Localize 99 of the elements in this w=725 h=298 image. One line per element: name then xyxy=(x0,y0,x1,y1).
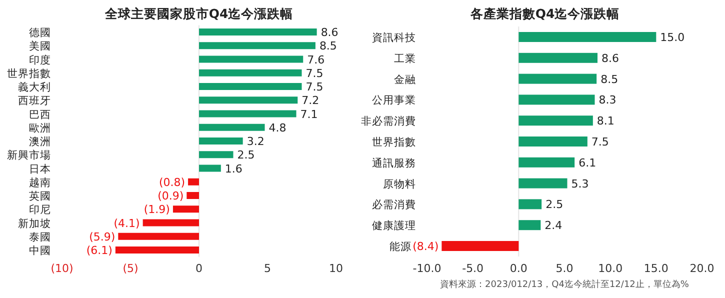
bar xyxy=(199,138,243,144)
y-tick-label: 公用事業 xyxy=(372,94,416,107)
y-tick-label: 美國 xyxy=(29,40,51,53)
y-tick-label: 新加坡 xyxy=(18,216,51,230)
bar xyxy=(518,94,595,105)
x-tick-label: 0.0 xyxy=(510,262,528,275)
bar xyxy=(199,69,302,76)
bar xyxy=(188,178,199,186)
bar xyxy=(442,241,519,251)
y-tick-label: 能源 xyxy=(390,240,412,253)
y-tick-label: 必需消費 xyxy=(372,198,416,212)
data-label: 7.5 xyxy=(306,66,324,80)
data-label: 8.6 xyxy=(602,52,619,65)
y-tick-label: 工業 xyxy=(394,52,416,65)
y-tick-label: 金融 xyxy=(394,74,416,86)
x-tick-label: -5.0 xyxy=(462,262,484,275)
source-note: 資料來源：2023/012/13，Q4迄今統計至12/12止，單位為% xyxy=(440,279,690,290)
chart-title: 各產業指數Q4迄今漲跌幅 xyxy=(469,6,620,21)
x-tick-label: 20.0 xyxy=(690,262,714,275)
y-tick-label: 歐洲 xyxy=(29,121,51,134)
bar xyxy=(518,178,568,188)
y-tick-label: 世界指數 xyxy=(372,136,416,148)
y-tick-label: 通訊服務 xyxy=(372,156,416,170)
x-tick-label: 10 xyxy=(329,262,343,275)
bar xyxy=(199,151,234,158)
data-label: (0.8) xyxy=(158,176,186,189)
y-tick-label: 日本 xyxy=(29,162,51,176)
bar xyxy=(518,220,541,230)
bar xyxy=(199,164,221,172)
data-label: 8.5 xyxy=(600,72,618,86)
data-label: (8.4) xyxy=(412,240,439,253)
y-tick-label: 新興市場 xyxy=(7,148,51,162)
x-tick-label: 10.0 xyxy=(598,262,623,275)
bar xyxy=(172,206,199,213)
bar xyxy=(115,246,199,254)
y-tick-label: 世界指數 xyxy=(7,66,51,80)
bar xyxy=(199,56,304,63)
y-tick-label: 德國 xyxy=(29,27,51,39)
bar xyxy=(199,28,317,36)
data-label: 8.5 xyxy=(319,40,337,53)
bar xyxy=(518,157,575,168)
bar xyxy=(199,96,298,104)
x-tick-label: 0 xyxy=(196,262,202,275)
data-label: 4.8 xyxy=(268,121,286,134)
y-tick-label: 澳洲 xyxy=(29,135,51,148)
x-tick-label: 5.0 xyxy=(556,262,574,275)
y-tick-label: 健康護理 xyxy=(372,219,416,232)
chart-title: 全球主要國家股市Q4迄今漲跌幅 xyxy=(104,6,294,21)
y-tick-label: 義大利 xyxy=(18,80,51,94)
data-label: 8.1 xyxy=(596,114,614,128)
x-tick-label: -10.0 xyxy=(412,262,442,275)
y-tick-label: 英國 xyxy=(29,190,51,202)
bar xyxy=(518,199,542,210)
bar xyxy=(518,136,588,146)
data-label: (1.9) xyxy=(144,203,170,216)
data-label: 15.0 xyxy=(660,31,685,44)
data-label: 7.2 xyxy=(302,94,320,108)
data-label: 3.2 xyxy=(246,135,264,148)
data-label: 2.4 xyxy=(544,219,562,232)
data-label: 8.6 xyxy=(320,26,338,39)
y-tick-label: 西班牙 xyxy=(18,94,51,108)
x-tick-label: (10) xyxy=(50,262,74,275)
data-label: 7.5 xyxy=(306,80,324,94)
bar xyxy=(118,232,199,240)
data-label: 1.6 xyxy=(224,162,242,176)
data-label: (6.1) xyxy=(86,244,112,257)
bar xyxy=(199,124,265,131)
data-label: 7.1 xyxy=(300,108,318,121)
y-tick-label: 印度 xyxy=(29,53,51,66)
x-tick-label: 15.0 xyxy=(644,262,668,275)
data-label: 5.3 xyxy=(571,177,589,190)
bar xyxy=(199,42,316,50)
data-label: 7.5 xyxy=(591,136,609,148)
y-tick-label: 資訊科技 xyxy=(372,31,416,44)
bar xyxy=(518,32,656,42)
data-label: (5.9) xyxy=(89,230,116,244)
y-tick-label: 巴西 xyxy=(29,108,51,121)
bar xyxy=(199,83,302,90)
bar xyxy=(518,74,597,84)
bar xyxy=(199,110,296,118)
y-tick-label: 非必需消費 xyxy=(361,114,416,128)
y-tick-label: 泰國 xyxy=(29,231,51,244)
y-tick-label: 越南 xyxy=(29,176,51,189)
data-label: (4.1) xyxy=(114,216,140,230)
data-label: 2.5 xyxy=(237,148,255,162)
data-label: 6.1 xyxy=(578,156,596,170)
data-label: 2.5 xyxy=(546,198,564,212)
data-label: 7.6 xyxy=(307,53,325,66)
bar xyxy=(518,116,593,126)
y-tick-label: 中國 xyxy=(29,244,51,257)
bar xyxy=(518,52,598,63)
y-tick-label: 原物料 xyxy=(383,177,416,190)
data-label: 8.3 xyxy=(598,94,616,107)
data-label: (0.9) xyxy=(158,190,184,202)
bar xyxy=(142,219,199,226)
bar xyxy=(186,192,199,199)
x-tick-label: 5 xyxy=(264,262,271,275)
x-tick-label: (5) xyxy=(122,262,138,275)
y-tick-label: 印尼 xyxy=(29,203,51,216)
